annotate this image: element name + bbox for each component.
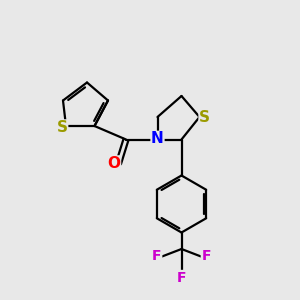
- Text: O: O: [107, 156, 121, 171]
- Text: S: S: [57, 120, 68, 135]
- Text: F: F: [201, 250, 211, 263]
- Text: N: N: [151, 131, 164, 146]
- Text: F: F: [152, 250, 162, 263]
- Text: F: F: [177, 271, 186, 284]
- Text: S: S: [199, 110, 210, 124]
